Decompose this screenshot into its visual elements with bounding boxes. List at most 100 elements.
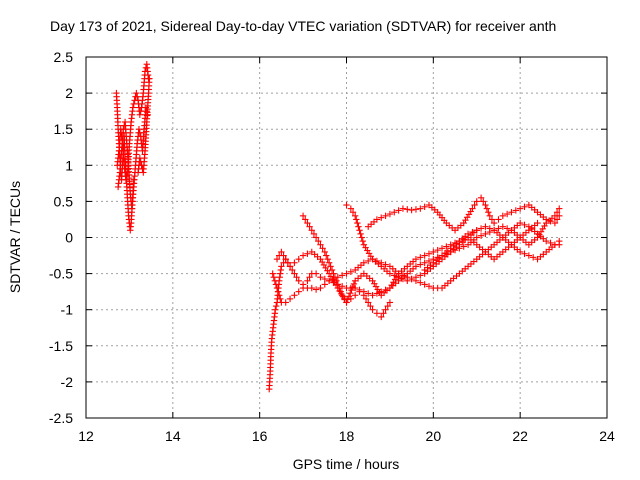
- data-point: [129, 104, 137, 111]
- data-point: [312, 270, 320, 277]
- series-arc-6: [365, 194, 563, 234]
- data-point: [291, 259, 298, 266]
- y-tick-label: -1.5: [49, 338, 73, 354]
- data-point: [328, 266, 336, 274]
- data-point: [315, 237, 322, 245]
- series-arc-1: [266, 205, 563, 393]
- data-point: [483, 205, 491, 212]
- data-point: [534, 219, 541, 227]
- data-point: [350, 280, 358, 288]
- data-point: [480, 198, 487, 205]
- grid-lines: [86, 57, 607, 418]
- data-point: [421, 252, 428, 259]
- data-point: [551, 241, 559, 248]
- data-point: [356, 227, 363, 234]
- data-point: [351, 212, 359, 220]
- data-point: [291, 270, 298, 277]
- data-point: [304, 277, 311, 285]
- data-point: [417, 272, 424, 279]
- data-point: [321, 275, 328, 283]
- data-point: [347, 289, 354, 297]
- data-point: [482, 201, 489, 209]
- data-point: [404, 277, 411, 285]
- data-point: [551, 219, 559, 227]
- data-point: [495, 216, 502, 223]
- data-point: [488, 216, 496, 223]
- data-point: [412, 255, 420, 263]
- data-point: [272, 281, 280, 288]
- data-point: [382, 261, 389, 268]
- series-arc-4: [299, 212, 394, 321]
- data-point: [451, 246, 459, 254]
- data-point: [373, 310, 381, 317]
- data-point: [378, 214, 385, 221]
- data-point: [293, 274, 300, 281]
- data-point: [308, 284, 315, 292]
- data-point: [341, 295, 348, 303]
- data-point: [460, 243, 467, 250]
- data-point: [122, 176, 130, 183]
- y-tick-label: -0.5: [49, 266, 73, 282]
- data-point: [134, 93, 141, 100]
- data-point: [391, 209, 398, 216]
- data-point: [271, 277, 279, 285]
- data-point: [272, 306, 279, 313]
- x-tick-label: 16: [252, 428, 268, 444]
- data-point: [382, 306, 389, 313]
- data-point: [408, 206, 415, 214]
- data-point: [358, 234, 365, 241]
- data-points: [113, 61, 563, 393]
- y-tick-label: 1: [65, 157, 73, 173]
- data-point: [521, 250, 528, 257]
- data-point: [425, 283, 433, 290]
- data-point: [338, 292, 346, 299]
- data-point: [516, 248, 524, 256]
- data-point: [451, 239, 459, 247]
- data-point: [490, 219, 498, 227]
- data-point: [425, 257, 433, 265]
- data-point: [347, 205, 355, 212]
- data-point: [499, 212, 506, 220]
- data-point: [295, 288, 302, 295]
- data-point: [438, 245, 446, 252]
- data-point: [331, 274, 339, 281]
- data-point: [495, 225, 502, 232]
- data-point: [282, 255, 289, 263]
- data-point: [482, 230, 489, 238]
- data-point: [359, 237, 366, 245]
- data-point: [386, 270, 394, 277]
- data-point: [365, 299, 372, 306]
- data-point: [325, 277, 333, 285]
- data-point: [319, 245, 326, 252]
- data-point: [521, 221, 528, 229]
- data-point: [337, 288, 344, 295]
- data-point: [136, 111, 144, 118]
- data-point: [270, 274, 277, 281]
- data-point: [365, 290, 372, 297]
- data-point: [278, 263, 285, 270]
- data-point: [302, 216, 309, 223]
- data-point: [477, 225, 485, 232]
- data-point: [443, 250, 450, 257]
- y-tick-label: -2: [61, 374, 74, 390]
- data-point: [399, 275, 407, 283]
- x-tick-label: 20: [426, 428, 442, 444]
- data-point: [443, 243, 450, 250]
- data-point: [471, 201, 478, 209]
- data-point: [274, 288, 282, 295]
- data-point: [299, 252, 307, 259]
- data-point: [525, 252, 533, 259]
- data-point: [317, 274, 324, 281]
- data-point: [486, 212, 493, 220]
- data-point: [417, 254, 424, 261]
- data-point: [310, 230, 318, 238]
- data-point: [499, 223, 506, 230]
- series-arc-7: [421, 223, 563, 274]
- data-point: [321, 281, 328, 288]
- data-point: [354, 219, 361, 227]
- data-point: [356, 288, 363, 295]
- data-point: [273, 255, 281, 263]
- data-point: [473, 234, 480, 241]
- data-point: [516, 205, 524, 212]
- data-point: [417, 205, 424, 212]
